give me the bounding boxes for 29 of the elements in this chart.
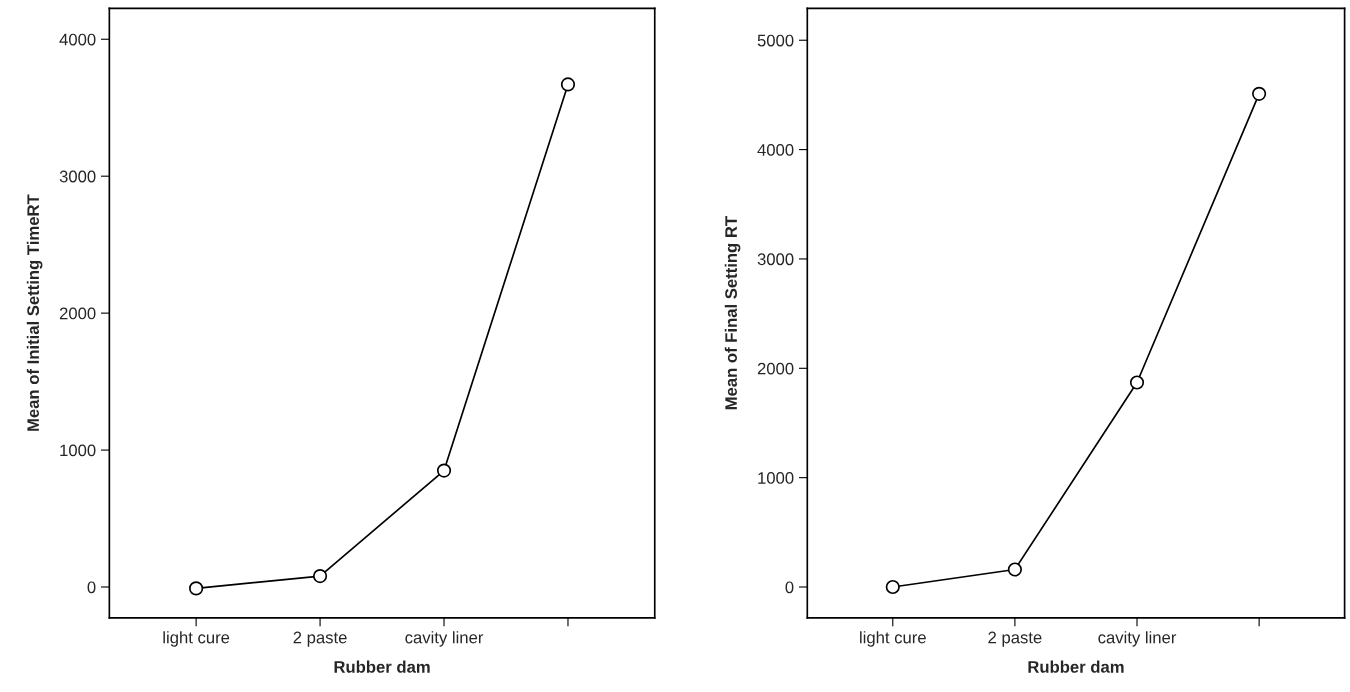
point — [312, 568, 328, 584]
y-tick-label: 4000 — [59, 33, 96, 46]
x-tick-label: 2 paste — [988, 631, 1042, 647]
x-tick-label: cavity liner — [405, 631, 484, 647]
y-tick-label: 2000 — [757, 362, 794, 375]
x-axis-title: Rubber dam — [1028, 660, 1124, 673]
point — [1007, 562, 1022, 577]
y-axis-title: Mean of Initial Setting TimeRT — [26, 194, 43, 431]
y-tick-label: 2000 — [59, 307, 96, 320]
x-axis-title: Rubber dam — [334, 660, 430, 673]
y-axis-title: Mean of Final Setting RT — [724, 216, 741, 410]
point — [189, 581, 204, 596]
y-tick-label: 4000 — [757, 143, 794, 156]
x-tick-label: light cure — [163, 631, 230, 647]
point — [560, 77, 576, 92]
y-tick-label: 1000 — [60, 444, 96, 457]
x-tick-label: 2 paste — [293, 631, 347, 647]
point — [1129, 375, 1145, 390]
x-tick-label: cavity liner — [1098, 631, 1177, 647]
point — [885, 579, 900, 595]
y-tick-label: 3000 — [59, 170, 96, 183]
point — [436, 463, 452, 478]
y-tick-label: 3000 — [757, 253, 794, 266]
y-tick-label: 1000 — [758, 472, 794, 484]
x-tick-label: light cure — [860, 631, 926, 647]
y-tick-label: 0 — [785, 581, 794, 594]
y-tick-label: 5000 — [757, 34, 794, 47]
y-tick-label: 0 — [87, 581, 96, 594]
point — [1252, 86, 1267, 101]
